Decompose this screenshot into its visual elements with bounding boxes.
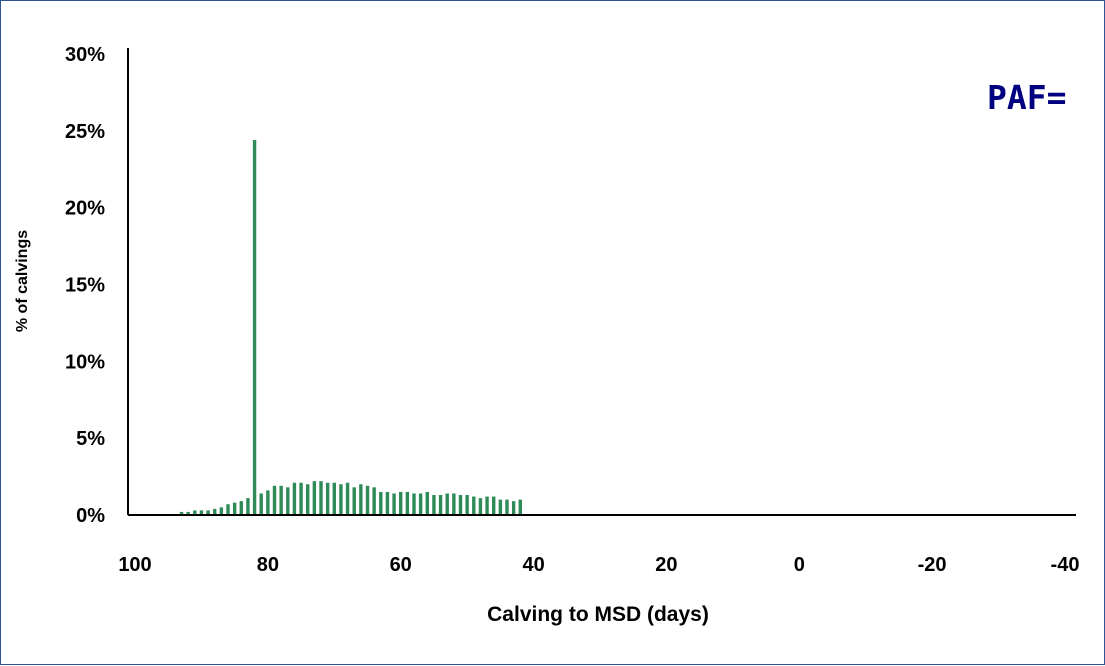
bar — [246, 498, 250, 515]
bar — [379, 491, 383, 515]
bar — [458, 495, 463, 515]
y-axis-label: % of calvings — [14, 230, 31, 332]
y-tick-label: 20% — [65, 198, 105, 220]
bar — [339, 484, 343, 515]
x-tick-labels: 100 80 60 40 20 0 -20 -40 — [118, 554, 1079, 576]
bar — [219, 507, 224, 515]
bar — [352, 487, 356, 515]
bar — [405, 491, 410, 515]
bar — [292, 482, 297, 515]
bar — [239, 501, 243, 515]
bar — [226, 504, 230, 515]
bar — [438, 495, 443, 515]
bar — [465, 495, 469, 515]
y-tick-label: 30% — [65, 44, 105, 66]
bar — [319, 481, 323, 515]
bar — [478, 498, 483, 515]
y-tick-label: 0% — [76, 505, 105, 527]
bar — [359, 484, 363, 515]
bar — [498, 499, 503, 515]
bar — [492, 496, 496, 515]
bar — [332, 482, 336, 515]
bar — [186, 511, 190, 515]
bar — [266, 490, 270, 515]
paf-annotation: PAF= — [987, 78, 1066, 117]
bar — [232, 502, 237, 515]
bar — [286, 487, 290, 515]
x-tick-label: 0 — [794, 554, 805, 576]
y-tick-label: 15% — [65, 275, 105, 297]
bar — [445, 493, 449, 515]
bar — [518, 499, 522, 515]
bar — [299, 482, 303, 515]
bar — [505, 499, 509, 515]
y-tick-label: 25% — [65, 121, 105, 143]
bar — [199, 510, 204, 515]
bar — [472, 496, 476, 515]
bar — [432, 495, 436, 515]
y-tick-label: 5% — [76, 428, 105, 450]
y-tick-labels: 0% 5% 10% 15% 20% 25% 30% — [65, 44, 105, 527]
bar — [399, 491, 403, 515]
bar — [485, 496, 489, 515]
bar — [365, 485, 370, 515]
bar — [306, 484, 310, 515]
bar — [385, 491, 390, 515]
bar — [425, 491, 429, 515]
bar — [452, 493, 456, 515]
bar — [312, 481, 317, 515]
x-tick-label: -20 — [918, 554, 947, 576]
x-axis-label: Calving to MSD (days) — [487, 603, 709, 626]
x-tick-label: 80 — [257, 554, 279, 576]
bar — [279, 485, 283, 515]
bar — [213, 508, 217, 515]
x-tick-label: -40 — [1051, 554, 1080, 576]
bar — [272, 485, 277, 515]
bar — [412, 493, 416, 515]
bar — [179, 511, 184, 515]
bar-series — [179, 140, 522, 516]
bar — [193, 510, 197, 515]
bar — [252, 140, 257, 516]
bar — [325, 482, 330, 515]
bar — [418, 493, 423, 515]
bar — [511, 501, 516, 515]
x-tick-label: 40 — [522, 554, 544, 576]
bar — [345, 482, 350, 515]
x-tick-label: 100 — [118, 554, 151, 576]
x-tick-label: 20 — [655, 554, 677, 576]
bar — [259, 493, 263, 515]
bar — [206, 510, 210, 515]
bar — [392, 493, 396, 515]
x-tick-label: 60 — [390, 554, 412, 576]
bar — [372, 487, 376, 515]
y-tick-label: 10% — [65, 351, 105, 373]
